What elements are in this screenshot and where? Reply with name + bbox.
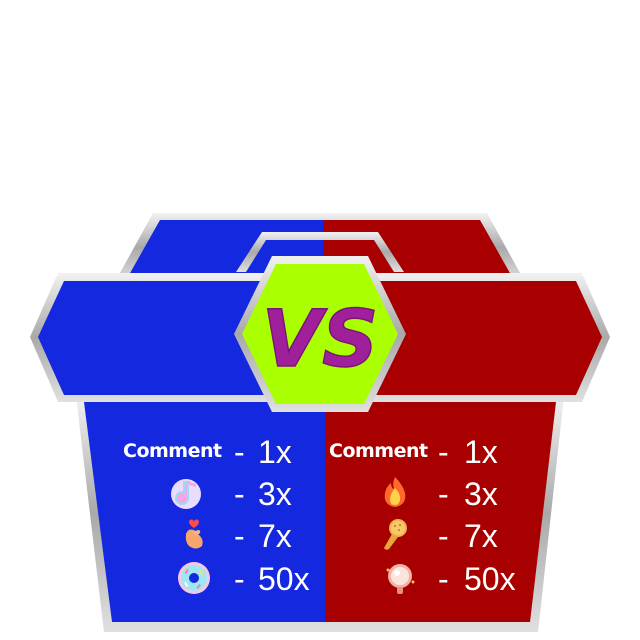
left-row4-dash: - [234, 561, 245, 597]
right-row4-dash: - [438, 561, 449, 597]
right-row2-dash: - [438, 476, 449, 512]
left-row1-multiplier: 1x [258, 434, 292, 470]
left-comment-label: Comment [123, 440, 222, 462]
left-row3-multiplier: 7x [258, 518, 292, 554]
finger-heart-icon [185, 519, 203, 549]
left-row4-multiplier: 50x [258, 561, 310, 597]
right-row2-multiplier: 3x [464, 476, 498, 512]
right-row4-multiplier: 50x [464, 561, 516, 597]
right-row3-dash: - [438, 518, 449, 554]
right-row3-multiplier: 7x [464, 518, 498, 554]
left-row3-dash: - [234, 518, 245, 554]
left-row1-dash: - [234, 434, 245, 470]
bottom-right-panel [325, 402, 556, 622]
bottom-left-panel [84, 402, 325, 622]
right-row1-multiplier: 1x [464, 434, 498, 470]
right-row1-dash: - [438, 434, 449, 470]
left-row2-dash: - [234, 476, 245, 512]
vs-label: VS [262, 295, 379, 385]
vs-badge [242, 264, 398, 404]
donut-icon [178, 562, 210, 594]
mirror-icon [386, 564, 415, 594]
music-note-icon [171, 479, 201, 509]
right-comment-label: Comment [329, 440, 428, 462]
fire-icon [384, 477, 406, 507]
left-row2-multiplier: 3x [258, 476, 292, 512]
microphone-icon [384, 519, 407, 550]
